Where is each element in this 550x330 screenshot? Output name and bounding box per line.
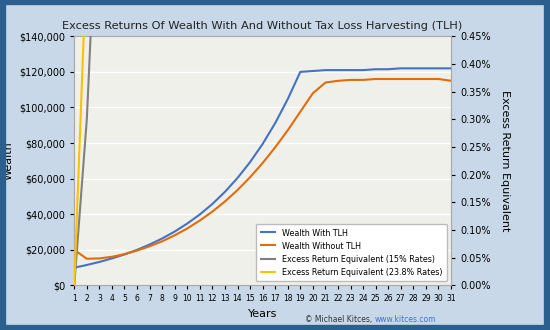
Text: © Michael Kitces,: © Michael Kitces, <box>305 315 375 324</box>
Title: Excess Returns Of Wealth With And Without Tax Loss Harvesting (TLH): Excess Returns Of Wealth With And Withou… <box>63 21 463 31</box>
Legend: Wealth With TLH, Wealth Without TLH, Excess Return Equivalent (15% Rates), Exces: Wealth With TLH, Wealth Without TLH, Exc… <box>256 224 447 281</box>
X-axis label: Years: Years <box>248 309 277 319</box>
Text: www.kitces.com: www.kitces.com <box>375 315 436 324</box>
Y-axis label: Wealth: Wealth <box>3 142 14 180</box>
Y-axis label: Excess Return Equivalent: Excess Return Equivalent <box>500 90 510 232</box>
